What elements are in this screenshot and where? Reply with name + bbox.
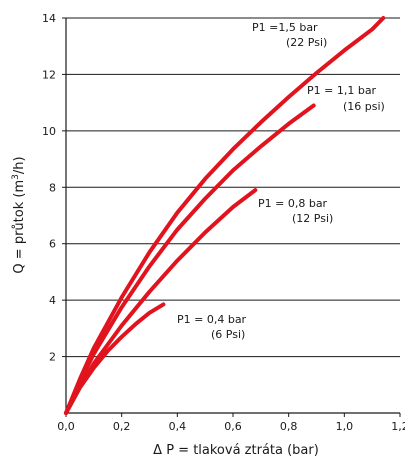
series-annotations: P1 = 0,4 bar (6 Psi) P1 = 0,8 bar (12 Psi) P… xyxy=(177,21,385,341)
series-label-line2: (6 Psi) xyxy=(211,328,245,341)
x-tick-label: 0,4 xyxy=(169,420,187,433)
y-axis-title: Q = průtok (m3/h) xyxy=(11,156,27,273)
series-line xyxy=(64,16,386,415)
series-label-line1: P1 =1,5 bar xyxy=(252,21,318,34)
series-label-line2: (16 psi) xyxy=(343,100,385,113)
series-label-line2: (22 Psi) xyxy=(286,36,327,49)
x-axis-title: Δ P = tlaková ztráta (bar) xyxy=(153,443,319,458)
series-label-line1: P1 = 0,8 bar xyxy=(258,197,328,210)
y-tick-label: 12 xyxy=(42,68,56,81)
series-label-line2: (12 Psi) xyxy=(292,212,333,225)
x-tick-label: 0,8 xyxy=(280,420,298,433)
x-tick-labels: 0,0 0,2 0,4 0,6 0,8 1,0 1,2 xyxy=(57,413,405,433)
series-label-line1: P1 = 0,4 bar xyxy=(177,313,247,326)
y-tick-label: 6 xyxy=(49,238,56,251)
y-tick-labels: 2 4 6 8 10 12 14 xyxy=(42,12,66,364)
y-tick-label: 14 xyxy=(42,12,56,25)
y-tick-label: 4 xyxy=(49,294,56,307)
x-tick-label: 1,2 xyxy=(391,420,405,433)
x-tick-label: 0,0 xyxy=(57,420,75,433)
axes xyxy=(65,18,400,414)
y-tick-label: 8 xyxy=(49,181,56,194)
series-label-line1: P1 = 1,1 bar xyxy=(307,84,377,97)
x-tick-label: 1,0 xyxy=(336,420,354,433)
x-tick-label: 0,2 xyxy=(113,420,131,433)
series-line xyxy=(64,188,258,415)
y-tick-label: 10 xyxy=(42,125,56,138)
series-line xyxy=(64,103,316,415)
series-lines xyxy=(64,16,386,415)
x-tick-label: 0,6 xyxy=(224,420,242,433)
y-tick-label: 2 xyxy=(49,351,56,364)
